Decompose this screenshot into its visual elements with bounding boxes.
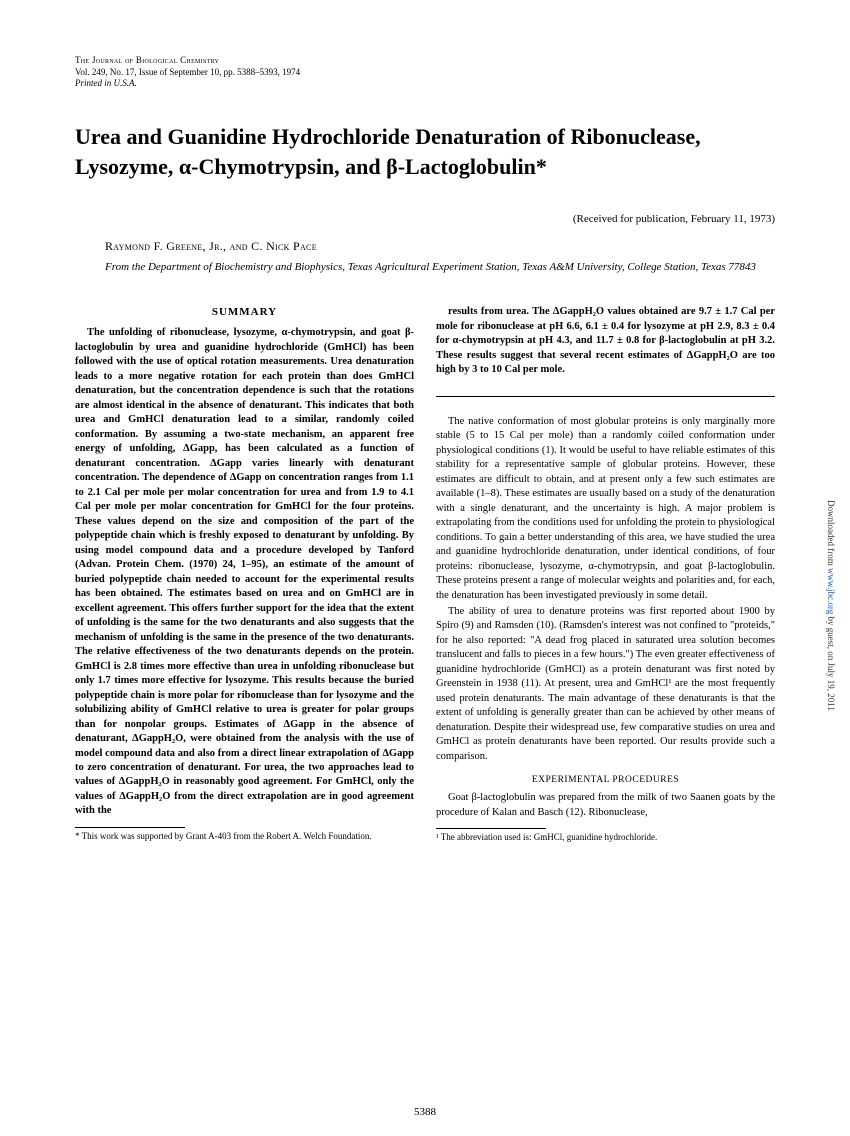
side-note-post: by guest, on July 19, 2011 bbox=[826, 614, 836, 711]
authors: Raymond F. Greene, Jr., and C. Nick Pace bbox=[75, 239, 775, 254]
affiliation: From the Department of Biochemistry and … bbox=[75, 260, 775, 275]
experimental-heading: EXPERIMENTAL PROCEDURES bbox=[436, 774, 775, 787]
received-date: (Received for publication, February 11, … bbox=[75, 213, 775, 225]
summary-text: The unfolding of ribonuclease, lysozyme,… bbox=[75, 326, 414, 818]
download-note: Downloaded from www.jbc.org by guest, on… bbox=[826, 500, 836, 711]
experimental-body: Goat β-lactoglobulin was prepared from t… bbox=[436, 791, 775, 820]
right-column: results from urea. The ΔGappH₂O values o… bbox=[436, 305, 775, 844]
summary-cont: results from urea. The ΔGappH₂O values o… bbox=[436, 305, 775, 377]
footnote-rule-right bbox=[436, 828, 546, 829]
summary-paragraph: The unfolding of ribonuclease, lysozyme,… bbox=[75, 326, 414, 818]
jbc-link[interactable]: www.jbc.org bbox=[826, 568, 836, 614]
two-column-body: SUMMARY The unfolding of ribonuclease, l… bbox=[75, 305, 775, 844]
page-container: The Journal of Biological Chemistry Vol.… bbox=[0, 0, 850, 1136]
article-title: Urea and Guanidine Hydrochloride Denatur… bbox=[75, 122, 775, 181]
intro-paragraph-2: The ability of urea to denature proteins… bbox=[436, 605, 775, 764]
section-divider bbox=[436, 396, 775, 397]
left-column: SUMMARY The unfolding of ribonuclease, l… bbox=[75, 305, 414, 844]
footnote-abbrev: ¹ The abbreviation used is: GmHCl, guani… bbox=[436, 832, 775, 844]
footnote-rule-left bbox=[75, 827, 185, 828]
journal-header: The Journal of Biological Chemistry Vol.… bbox=[75, 55, 775, 90]
journal-name: The Journal of Biological Chemistry bbox=[75, 55, 775, 67]
journal-printed: Printed in U.S.A. bbox=[75, 78, 775, 90]
page-number: 5388 bbox=[0, 1106, 850, 1118]
intro-paragraph-1: The native conformation of most globular… bbox=[436, 415, 775, 603]
summary-cont-paragraph: results from urea. The ΔGappH₂O values o… bbox=[436, 305, 775, 377]
footnote-funding: * This work was supported by Grant A-403… bbox=[75, 831, 414, 843]
introduction: The native conformation of most globular… bbox=[436, 415, 775, 765]
side-note-pre: Downloaded from bbox=[826, 500, 836, 568]
summary-heading: SUMMARY bbox=[75, 305, 414, 320]
experimental-paragraph: Goat β-lactoglobulin was prepared from t… bbox=[436, 791, 775, 820]
journal-issue: Vol. 249, No. 17, Issue of September 10,… bbox=[75, 67, 775, 79]
